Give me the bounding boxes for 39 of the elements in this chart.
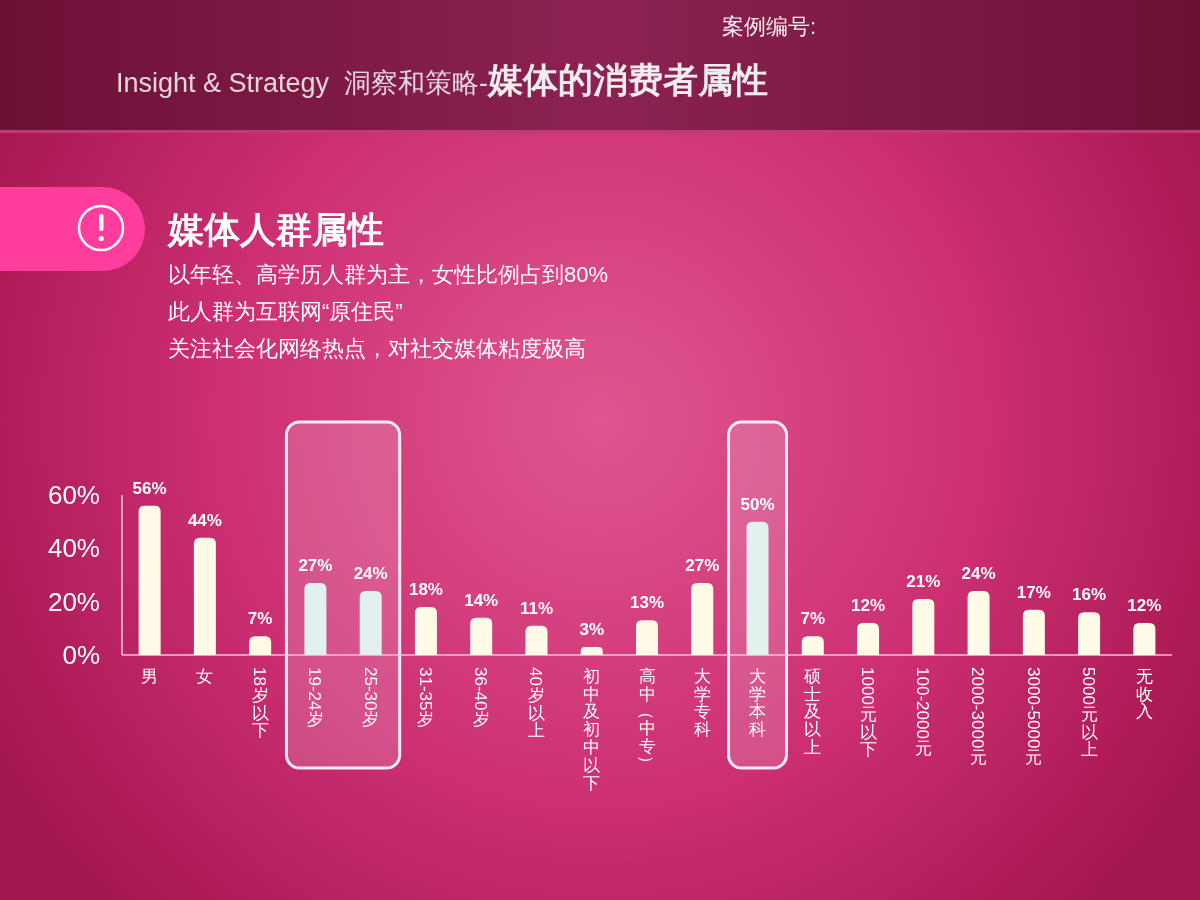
x-tick-label: 大学专科 xyxy=(693,666,711,740)
y-tick-label: 60% xyxy=(47,480,100,510)
data-label: 3% xyxy=(579,620,605,639)
data-label: 7% xyxy=(800,609,826,629)
x-tick-label: 大学本科 xyxy=(749,666,767,740)
x-tick-label: 18岁以下 xyxy=(250,667,270,741)
data-label: 27% xyxy=(685,556,720,575)
x-tick-label: 男 xyxy=(141,666,159,686)
data-label: 56% xyxy=(132,478,167,498)
y-tick-label: 0% xyxy=(62,640,100,670)
chart-subtitle: 媒体人群属性 xyxy=(167,209,384,250)
data-label: 50% xyxy=(740,494,775,514)
data-label: 44% xyxy=(187,510,222,530)
data-label: 12% xyxy=(1127,596,1162,615)
data-label: 14% xyxy=(464,590,499,610)
x-tick-label: 硕士及以上 xyxy=(803,666,822,758)
x-tick-label: 女 xyxy=(196,666,214,686)
text: 案例编号: xyxy=(722,14,817,39)
chart-title: Insight & Strategy 洞察和策略-媒体的消费者属性 xyxy=(116,60,769,99)
data-label: 17% xyxy=(1016,582,1051,602)
data-label: 7% xyxy=(247,609,273,629)
data-label: 24% xyxy=(353,564,388,583)
text: 关注社会化网络热点，对社交媒体粘度极高 xyxy=(168,336,586,361)
y-tick-label: 20% xyxy=(47,586,100,617)
data-label: 12% xyxy=(851,596,886,615)
x-tick-label: 40岁以上 xyxy=(526,667,546,741)
text: 以年轻、高学历人群为主，女性比例占到80% xyxy=(168,262,609,287)
data-label: 18% xyxy=(408,580,443,599)
data-label: 11% xyxy=(519,598,554,618)
text: 此人群为互联网“原住民” xyxy=(168,299,403,324)
y-tick-label: 40% xyxy=(47,533,100,564)
data-label: 13% xyxy=(629,593,665,613)
data-label: 21% xyxy=(906,572,941,591)
data-label: 16% xyxy=(1072,585,1107,605)
x-tick-label: 高中（中专） xyxy=(636,666,656,773)
data-label: 27% xyxy=(298,556,333,575)
x-tick-label: 无收入 xyxy=(1135,666,1153,722)
x-tick-label: 初中及初中以下 xyxy=(583,666,601,793)
data-label: 24% xyxy=(961,564,996,583)
